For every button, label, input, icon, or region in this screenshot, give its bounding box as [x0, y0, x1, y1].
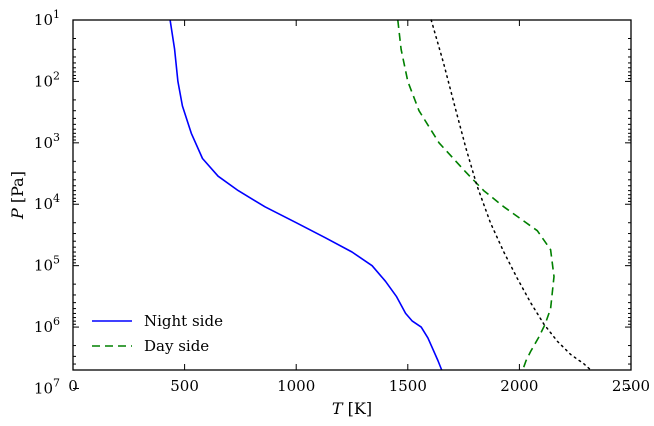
y-axis-label: P [Pa] [8, 171, 27, 220]
x-tick-label: 0 [68, 377, 78, 395]
series-line-day-side [397, 19, 555, 371]
ticks-layer: 0 500 1000 1500 2000 2500 101 102 103 104 105 106 10… [34, 8, 650, 397]
y-tick-label: 101 [34, 8, 60, 29]
legend-label-day-side: Day side [144, 337, 209, 355]
x-tick-label: 2000 [500, 377, 538, 395]
y-tick-label: 105 [34, 254, 60, 275]
legend: Night side Day side [92, 312, 223, 355]
x-axis-label: T [K] [332, 399, 372, 418]
y-tick-label: 107 [34, 376, 60, 397]
x-tick-label: 2500 [612, 377, 650, 395]
y-tick-label: 104 [34, 192, 60, 213]
series-line-reference [430, 19, 592, 371]
x-tick-label: 500 [170, 377, 199, 395]
x-tick-label: 1000 [277, 377, 315, 395]
series-layer [169, 19, 592, 371]
x-tick-label: 1500 [389, 377, 427, 395]
legend-label-night-side: Night side [144, 312, 223, 330]
y-tick-label: 103 [34, 131, 60, 152]
y-tick-label: 102 [34, 69, 60, 90]
y-tick-label: 106 [34, 315, 60, 336]
series-line-night-side [169, 19, 443, 371]
